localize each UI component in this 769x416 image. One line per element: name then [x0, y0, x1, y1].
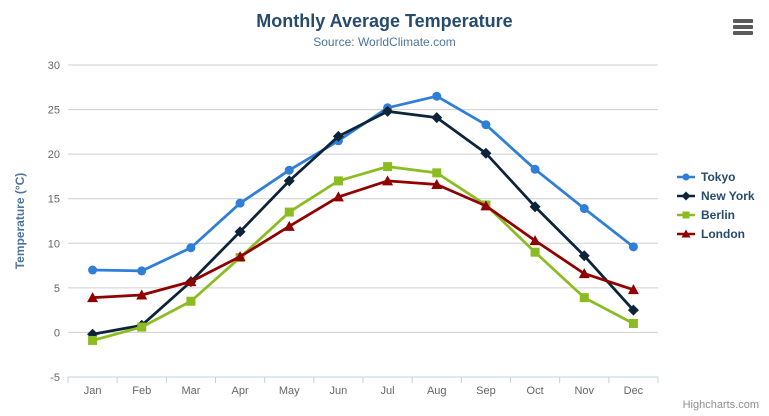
data-point[interactable] — [234, 251, 246, 262]
data-point[interactable] — [283, 175, 295, 187]
y-axis-title: Temperature (°C) — [13, 173, 27, 270]
legend-marker[interactable] — [682, 173, 690, 180]
data-point[interactable] — [579, 204, 589, 214]
legend-label: Tokyo — [701, 169, 736, 184]
data-point[interactable] — [481, 120, 491, 130]
data-point[interactable] — [627, 304, 639, 316]
legend-item-berlin[interactable]: Berlin — [676, 205, 755, 224]
series-line — [91, 165, 635, 342]
legend-label: Berlin — [701, 207, 736, 222]
series-new-york[interactable] — [87, 105, 639, 340]
x-axis-label: May — [279, 385, 300, 397]
data-point[interactable] — [578, 268, 590, 279]
data-point[interactable] — [332, 191, 344, 202]
data-point[interactable] — [432, 168, 442, 178]
chart-subtitle: Source: WorldClimate.com — [313, 35, 456, 49]
legend-label: New York — [701, 188, 755, 203]
triangle-marker-icon — [677, 229, 695, 237]
legend-marker[interactable] — [682, 211, 690, 218]
data-point[interactable] — [480, 147, 492, 159]
y-axis-label: 20 — [48, 149, 60, 161]
data-point[interactable] — [235, 198, 245, 208]
legend-item-tokyo[interactable]: Tokyo — [676, 167, 755, 186]
data-point[interactable] — [284, 165, 294, 175]
data-point[interactable] — [88, 335, 98, 345]
x-axis-label: Sep — [476, 385, 496, 397]
y-axis-label: 10 — [48, 238, 60, 250]
circle-marker-icon — [677, 173, 695, 180]
data-point[interactable] — [185, 276, 197, 287]
hamburger-icon[interactable] — [732, 19, 754, 35]
data-point[interactable] — [136, 289, 148, 300]
legend: Tokyo New York Berlin London — [676, 167, 755, 243]
data-point[interactable] — [284, 207, 294, 217]
x-axis-label: Oct — [527, 385, 544, 397]
series-line — [91, 179, 635, 300]
x-axis-label: Jun — [330, 385, 348, 397]
y-axis-label: 15 — [48, 194, 60, 206]
credits-link[interactable]: Highcharts.com — [682, 399, 759, 411]
data-point[interactable] — [578, 250, 590, 262]
x-axis-label: Jul — [381, 385, 395, 397]
data-point[interactable] — [529, 201, 541, 213]
x-axis-label: Feb — [132, 385, 151, 397]
diamond-marker-icon — [677, 191, 695, 200]
data-point[interactable] — [234, 226, 246, 238]
data-point[interactable] — [431, 178, 443, 189]
chart-title: Monthly Average Temperature — [256, 11, 513, 31]
data-point[interactable] — [186, 243, 196, 253]
data-point[interactable] — [332, 130, 344, 142]
series-line — [91, 109, 635, 336]
data-point[interactable] — [628, 242, 638, 252]
y-axis-label: 25 — [48, 105, 60, 117]
data-point[interactable] — [283, 220, 295, 231]
legend-marker[interactable] — [681, 229, 691, 237]
data-point[interactable] — [333, 176, 343, 186]
data-point[interactable] — [431, 112, 443, 124]
legend-label: London — [701, 226, 745, 241]
data-point[interactable] — [382, 175, 394, 186]
y-axis-label: -5 — [50, 372, 60, 384]
data-point[interactable] — [137, 322, 147, 332]
data-point[interactable] — [579, 293, 589, 303]
legend-marker[interactable] — [681, 191, 691, 200]
data-point[interactable] — [530, 164, 540, 174]
data-point[interactable] — [530, 247, 540, 257]
x-axis-label: Dec — [624, 385, 644, 397]
data-point[interactable] — [627, 284, 639, 295]
square-marker-icon — [677, 211, 695, 218]
legend-item-london[interactable]: London — [676, 224, 755, 243]
data-point[interactable] — [432, 91, 442, 101]
y-axis-label: 0 — [54, 327, 60, 339]
y-axis-label: 30 — [48, 60, 60, 72]
data-point[interactable] — [382, 105, 394, 117]
data-point[interactable] — [137, 266, 147, 276]
x-axis-label: Aug — [427, 385, 447, 397]
x-axis-label: Nov — [574, 385, 594, 397]
series-tokyo[interactable] — [88, 91, 638, 276]
x-axis-label: Apr — [232, 385, 249, 397]
data-point[interactable] — [88, 265, 98, 275]
series-london[interactable] — [87, 175, 639, 303]
data-point[interactable] — [87, 292, 99, 303]
data-point[interactable] — [628, 319, 638, 329]
data-point[interactable] — [383, 162, 393, 172]
legend-item-new-york[interactable]: New York — [676, 186, 755, 205]
data-point[interactable] — [529, 235, 541, 246]
data-point[interactable] — [186, 296, 196, 306]
x-axis-label: Jan — [84, 385, 102, 397]
data-point[interactable] — [480, 200, 492, 211]
x-axis-label: Mar — [181, 385, 200, 397]
y-axis-label: 5 — [54, 283, 60, 295]
